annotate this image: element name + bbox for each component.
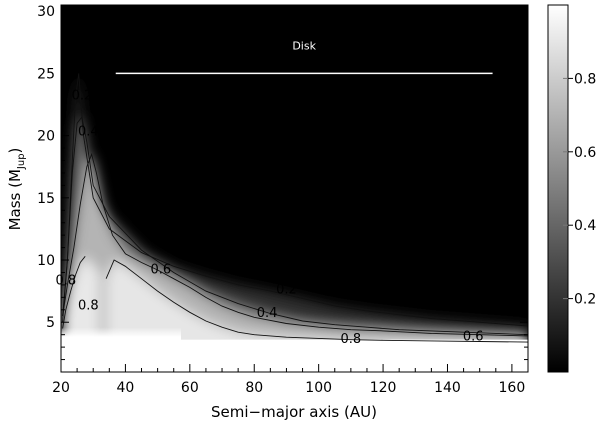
heatmap-shading: [61, 73, 528, 372]
y-axis-label-close: ): [6, 148, 24, 154]
y-axis-label: Mass (MJup): [6, 148, 27, 231]
contour-label: 0.8: [78, 299, 99, 314]
svg-text:Mass (MJup): Mass (MJup): [6, 148, 27, 231]
y-tick-label: 30: [37, 4, 55, 20]
contour-label: 0.6: [150, 262, 171, 277]
disk-label: Disk: [292, 39, 316, 52]
colorbar-tick-label: 0.2: [574, 292, 596, 308]
colorbar-ticks: 0.2 0.4 0.6 0.8: [563, 71, 596, 308]
contour-line-0.8: [62, 256, 86, 329]
contour-label: 0.6: [463, 330, 484, 345]
y-axis-ticks: 5 10 15 20 25 30: [37, 4, 528, 373]
plot-frame: [60, 4, 529, 373]
contour-lines: [62, 73, 528, 343]
contour-label: 0.2: [72, 88, 93, 103]
shade-band: [61, 339, 528, 372]
contour-label: 0.4: [257, 306, 278, 321]
contour-line-0.4: [62, 115, 528, 336]
y-tick-label: 15: [37, 191, 55, 207]
x-axis-ticks: 20 40 60 80 100 120 140 160: [52, 5, 525, 396]
contour-label: 0.8: [55, 274, 76, 289]
contour-line-0.6: [62, 152, 528, 337]
y-tick-label: 25: [37, 66, 55, 82]
colorbar: [547, 4, 569, 373]
contour-label: 0.4: [78, 124, 99, 139]
contour-label: 0.2: [276, 282, 297, 297]
y-axis-label-sub: Jup: [16, 153, 27, 170]
contour-line-0.8: [105, 259, 528, 343]
colorbar-tick-label: 0.8: [574, 71, 596, 87]
colorbar-tick-label: 0.6: [574, 145, 596, 161]
x-tick-label: 80: [245, 380, 263, 396]
contour-line-0.2: [62, 73, 528, 327]
y-axis-label-main: Mass (M: [6, 169, 24, 230]
x-tick-label: 100: [305, 380, 332, 396]
x-tick-label: 160: [499, 380, 526, 396]
shade-band: [61, 327, 181, 343]
colorbar-tick-label: 0.4: [574, 218, 596, 234]
y-tick-label: 10: [37, 253, 55, 269]
contour-label: 0.8: [341, 332, 362, 347]
x-tick-label: 120: [370, 380, 397, 396]
x-tick-label: 140: [434, 380, 461, 396]
y-tick-label: 20: [37, 129, 55, 145]
x-axis-label: Semi−major axis (AU): [211, 403, 377, 421]
disk-annotation: Disk: [115, 39, 493, 75]
y-tick-label: 5: [46, 315, 55, 331]
x-tick-label: 40: [116, 380, 134, 396]
x-tick-label: 20: [52, 380, 70, 396]
x-tick-label: 60: [181, 380, 199, 396]
